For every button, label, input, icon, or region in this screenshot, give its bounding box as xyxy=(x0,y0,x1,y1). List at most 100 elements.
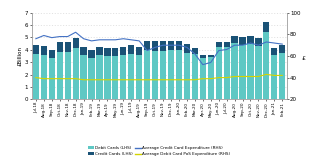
Average Debit Card PoS Expenditure (RHS) xyxy=(193,79,197,81)
Bar xyxy=(255,38,261,46)
Bar xyxy=(184,44,190,53)
Average Credit Card Expenditure (RHS) xyxy=(193,53,197,55)
Average Debit Card PoS Expenditure (RHS) xyxy=(217,77,220,79)
Average Credit Card Expenditure (RHS) xyxy=(225,48,228,50)
Bar xyxy=(168,50,174,99)
Average Credit Card Expenditure (RHS) xyxy=(185,46,189,48)
Line: Average Debit Card PoS Expenditure (RHS): Average Debit Card PoS Expenditure (RHS) xyxy=(36,74,282,80)
Average Credit Card Expenditure (RHS) xyxy=(121,38,125,40)
Bar xyxy=(136,55,142,99)
Average Debit Card PoS Expenditure (RHS) xyxy=(106,79,109,81)
Bar xyxy=(160,41,166,51)
Average Debit Card PoS Expenditure (RHS) xyxy=(113,79,117,81)
Average Credit Card Expenditure (RHS) xyxy=(74,31,77,33)
Average Debit Card PoS Expenditure (RHS) xyxy=(153,79,157,81)
Bar xyxy=(271,55,278,99)
Average Credit Card Expenditure (RHS) xyxy=(106,39,109,41)
Bar xyxy=(57,42,63,52)
Average Debit Card PoS Expenditure (RHS) xyxy=(209,78,213,80)
Average Credit Card Expenditure (RHS) xyxy=(169,44,173,46)
Bar xyxy=(65,42,71,52)
Average Credit Card Expenditure (RHS) xyxy=(201,64,205,66)
Average Credit Card Expenditure (RHS) xyxy=(34,38,38,40)
Average Debit Card PoS Expenditure (RHS) xyxy=(256,76,260,77)
Average Credit Card Expenditure (RHS) xyxy=(177,44,181,46)
Bar xyxy=(49,50,55,58)
Bar xyxy=(33,54,39,99)
Y-axis label: £Billion: £Billion xyxy=(18,46,23,66)
Average Debit Card PoS Expenditure (RHS) xyxy=(169,79,173,81)
Bar xyxy=(41,55,47,99)
Bar xyxy=(104,48,111,56)
Average Debit Card PoS Expenditure (RHS) xyxy=(249,76,252,77)
Bar xyxy=(200,55,206,58)
Bar xyxy=(232,36,238,43)
Bar xyxy=(239,45,246,99)
Bar xyxy=(144,41,150,50)
Y-axis label: £: £ xyxy=(301,56,306,61)
Bar xyxy=(224,47,230,99)
Average Debit Card PoS Expenditure (RHS) xyxy=(145,79,149,81)
Bar xyxy=(152,51,158,99)
Average Credit Card Expenditure (RHS) xyxy=(82,38,85,40)
Bar xyxy=(232,43,238,99)
Average Credit Card Expenditure (RHS) xyxy=(265,41,268,43)
Bar xyxy=(176,41,182,50)
Average Debit Card PoS Expenditure (RHS) xyxy=(272,74,276,76)
Average Debit Card PoS Expenditure (RHS) xyxy=(177,79,181,81)
Average Credit Card Expenditure (RHS) xyxy=(129,39,133,41)
Bar xyxy=(49,58,55,99)
Average Credit Card Expenditure (RHS) xyxy=(241,44,244,46)
Bar xyxy=(152,41,158,51)
Bar xyxy=(89,50,94,58)
Average Debit Card PoS Expenditure (RHS) xyxy=(74,78,77,80)
Bar xyxy=(96,47,103,55)
Average Debit Card PoS Expenditure (RHS) xyxy=(241,76,244,77)
Bar xyxy=(168,41,174,50)
Average Debit Card PoS Expenditure (RHS) xyxy=(129,79,133,81)
Bar xyxy=(239,37,246,45)
Bar xyxy=(120,55,126,99)
Average Debit Card PoS Expenditure (RHS) xyxy=(265,73,268,75)
Bar xyxy=(41,46,47,55)
Bar xyxy=(215,47,222,99)
Bar xyxy=(215,42,222,47)
Bar xyxy=(247,44,254,99)
Bar xyxy=(160,51,166,99)
Bar xyxy=(247,36,254,44)
Line: Average Credit Card Expenditure (RHS): Average Credit Card Expenditure (RHS) xyxy=(36,32,282,65)
Bar xyxy=(255,46,261,99)
Average Debit Card PoS Expenditure (RHS) xyxy=(137,79,141,81)
Bar xyxy=(279,53,285,99)
Average Credit Card Expenditure (RHS) xyxy=(153,46,157,48)
Average Credit Card Expenditure (RHS) xyxy=(58,36,62,37)
Average Credit Card Expenditure (RHS) xyxy=(145,50,149,52)
Average Credit Card Expenditure (RHS) xyxy=(66,36,70,37)
Average Debit Card PoS Expenditure (RHS) xyxy=(50,78,54,80)
Bar xyxy=(184,53,190,99)
Average Debit Card PoS Expenditure (RHS) xyxy=(34,77,38,79)
Bar xyxy=(144,50,150,99)
Average Debit Card PoS Expenditure (RHS) xyxy=(201,78,205,80)
Average Debit Card PoS Expenditure (RHS) xyxy=(233,76,237,77)
Average Debit Card PoS Expenditure (RHS) xyxy=(185,79,189,81)
Average Credit Card Expenditure (RHS) xyxy=(272,42,276,44)
Bar xyxy=(120,47,126,55)
Bar xyxy=(176,50,182,99)
Average Credit Card Expenditure (RHS) xyxy=(280,43,284,45)
Bar xyxy=(80,55,87,99)
Average Debit Card PoS Expenditure (RHS) xyxy=(82,79,85,81)
Average Credit Card Expenditure (RHS) xyxy=(42,35,46,36)
Bar xyxy=(208,55,214,57)
Bar xyxy=(112,56,118,99)
Bar xyxy=(136,47,142,55)
Bar xyxy=(208,57,214,99)
Average Credit Card Expenditure (RHS) xyxy=(161,44,165,46)
Bar xyxy=(271,48,278,55)
Bar xyxy=(65,52,71,99)
Bar xyxy=(104,56,111,99)
Bar xyxy=(96,55,103,99)
Average Debit Card PoS Expenditure (RHS) xyxy=(121,79,125,81)
Average Debit Card PoS Expenditure (RHS) xyxy=(161,79,165,81)
Average Credit Card Expenditure (RHS) xyxy=(249,42,252,44)
